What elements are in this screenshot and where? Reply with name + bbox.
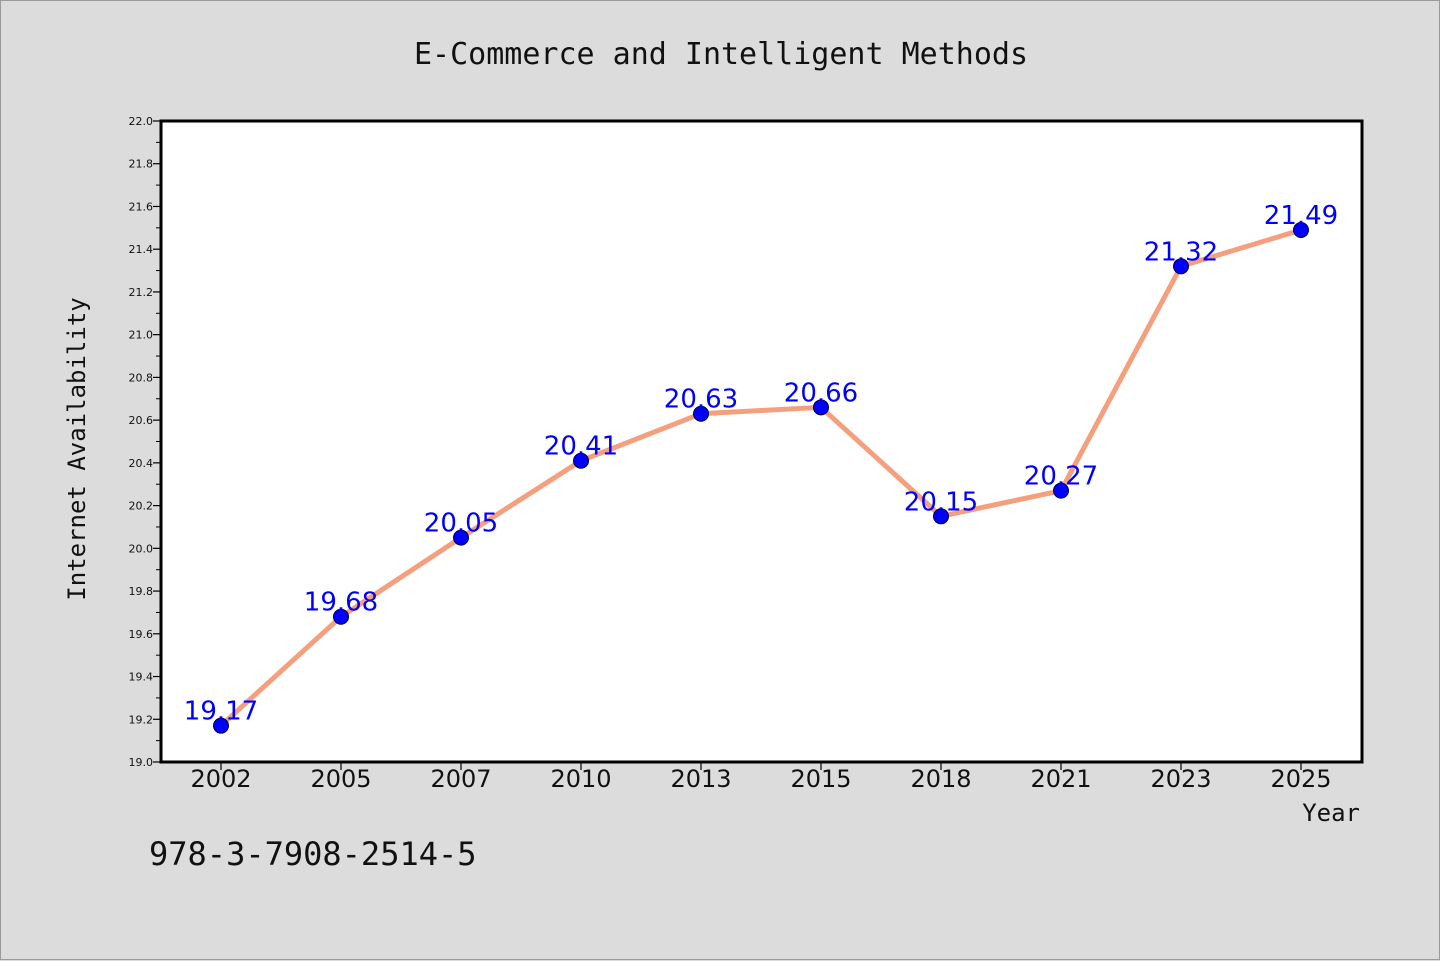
data-point-marker xyxy=(573,452,589,469)
data-labels-group: 19.17 19.68 20.05 20.41 20.63 20.66 20.15 20.27… xyxy=(184,201,1338,727)
y-tick-label: 20.6 xyxy=(129,414,154,427)
y-tick-label: 21.0 xyxy=(129,329,154,342)
x-axis: 2002 2005 2007 2010 2013 2015 2018 2021 2023 2025 xyxy=(190,762,1332,793)
y-tick-label: 19.4 xyxy=(129,671,154,684)
data-point-marker xyxy=(1173,258,1189,275)
data-point-marker xyxy=(453,529,469,546)
data-label: 20.63 xyxy=(664,385,738,415)
data-label: 21.32 xyxy=(1144,237,1218,267)
y-tick-label: 21.6 xyxy=(129,200,154,213)
data-point-marker xyxy=(213,717,229,734)
y-tick-label: 20.8 xyxy=(129,371,154,384)
y-axis-label: Internet Availability xyxy=(63,297,91,600)
y-tick-label: 21.2 xyxy=(129,286,154,299)
markers-group xyxy=(213,221,1309,734)
x-tick-label: 2007 xyxy=(430,765,491,793)
y-tick-label: 20.0 xyxy=(129,542,154,555)
y-tick-label: 22.0 xyxy=(129,115,154,128)
y-tick-label: 19.8 xyxy=(129,585,154,598)
plot-area xyxy=(159,119,1364,764)
y-tick-label: 20.2 xyxy=(129,500,154,513)
x-tick-label: 2005 xyxy=(310,765,371,793)
x-tick-label: 2002 xyxy=(190,765,251,793)
x-axis-label: Year xyxy=(1302,799,1360,827)
y-tick-label: 19.0 xyxy=(129,756,154,769)
data-label: 20.27 xyxy=(1024,462,1098,492)
data-point-marker xyxy=(813,399,829,416)
isbn-footer: 978-3-7908-2514-5 xyxy=(149,835,477,873)
y-tick-label: 21.4 xyxy=(129,243,154,256)
data-point-marker xyxy=(1053,482,1069,499)
data-label: 20.05 xyxy=(424,509,498,539)
x-tick-label: 2015 xyxy=(790,765,851,793)
x-tick-label: 2013 xyxy=(670,765,731,793)
x-tick-label: 2010 xyxy=(550,765,611,793)
data-label: 19.17 xyxy=(184,697,258,727)
data-label: 21.49 xyxy=(1264,201,1338,231)
y-tick-label: 21.8 xyxy=(129,158,154,171)
x-tick-label: 2023 xyxy=(1150,765,1211,793)
data-point-marker xyxy=(1293,221,1309,238)
data-label: 20.41 xyxy=(544,432,618,462)
data-label: 20.15 xyxy=(904,487,978,517)
x-tick-label: 2021 xyxy=(1030,765,1091,793)
y-tick-label: 19.6 xyxy=(129,628,154,641)
y-axis: 19.0 19.2 19.4 19.6 19.8 20.0 20.2 20.4 20.6 20.8… xyxy=(129,115,161,769)
y-tick-label: 19.2 xyxy=(129,713,154,726)
chart-title: E-Commerce and Intelligent Methods xyxy=(414,37,1028,72)
data-point-marker xyxy=(693,405,709,422)
y-tick-label: 20.4 xyxy=(129,457,154,470)
data-label: 20.66 xyxy=(784,378,858,408)
series-line-group xyxy=(218,227,1304,729)
data-point-marker xyxy=(933,508,949,525)
x-tick-label: 2018 xyxy=(910,765,971,793)
series-line xyxy=(218,227,1304,729)
data-label: 19.68 xyxy=(304,588,378,618)
data-point-marker xyxy=(333,608,349,625)
x-tick-label: 2025 xyxy=(1270,765,1331,793)
